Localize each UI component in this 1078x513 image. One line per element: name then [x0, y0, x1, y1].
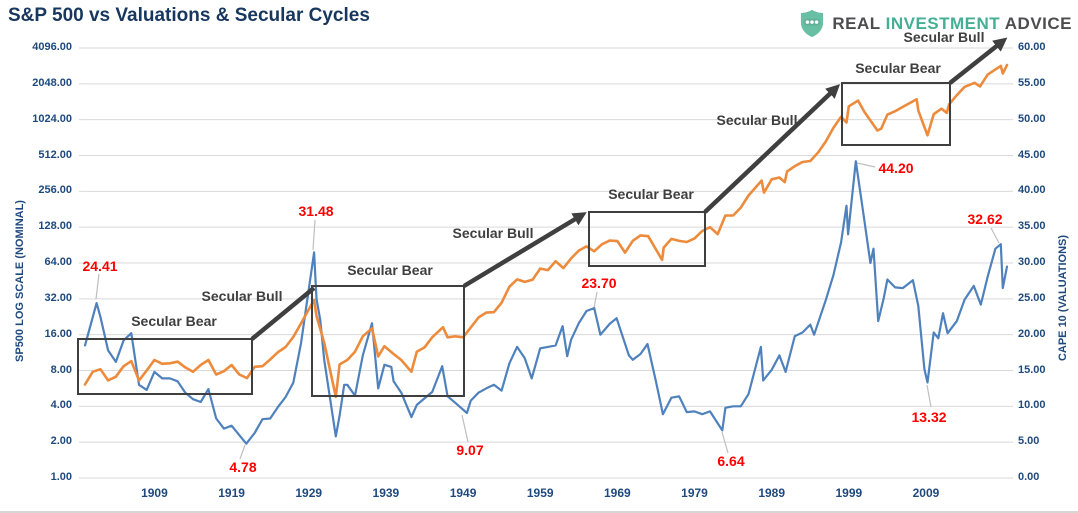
y-right-tick-label: 5.00: [1018, 435, 1040, 448]
y-right-tick-label: 30.00: [1018, 256, 1046, 268]
secular-bear-label: Secular Bear: [347, 262, 433, 278]
y-left-tick-label: 64.00: [44, 256, 72, 268]
y-left-tick-label: 16.00: [44, 327, 72, 340]
y-right-tick-label: 25.00: [1018, 291, 1046, 304]
y-right-tick-label: 20.00: [1018, 327, 1046, 340]
x-tick-label: 2009: [912, 486, 940, 500]
y-left-tick-label: 2.00: [50, 435, 72, 448]
y-right-tick-label: 60.00: [1018, 41, 1046, 53]
y-right-tick-label: 40.00: [1018, 184, 1046, 197]
x-tick-label: 1999: [835, 486, 863, 500]
y-left-tick-label: 32.00: [44, 291, 72, 304]
chart-title: S&P 500 vs Valuations & Secular Cycles: [8, 5, 370, 26]
right-axis-title: CAPE 10 (VALUATIONS): [1057, 234, 1069, 362]
y-left-tick-label: 4.00: [50, 399, 72, 412]
y-right-tick-label: 35.00: [1018, 220, 1046, 233]
x-tick-label: 1929: [295, 486, 323, 500]
y-left-tick-label: 2048.00: [32, 76, 72, 89]
series-sp500-line: [83, 63, 1009, 399]
y-right-tick-label: 55.00: [1018, 76, 1046, 89]
secular-bear-label: Secular Bear: [131, 313, 217, 329]
secular-bear-label: Secular Bear: [855, 60, 941, 76]
y-left-tick-label: 4096.00: [32, 41, 72, 53]
secular-bull-label: Secular Bull: [201, 288, 283, 304]
value-callout: 32.62: [967, 211, 1003, 227]
x-tick-label: 1969: [604, 486, 631, 500]
y-right-tick-label: 10.00: [1018, 399, 1046, 412]
x-tick-label: 1989: [758, 486, 786, 500]
secular-bull-label: Secular Bull: [452, 225, 534, 241]
value-callout: 44.20: [878, 160, 914, 176]
y-left-tick-label: 1.00: [50, 471, 72, 483]
value-callout: 31.48: [298, 203, 334, 219]
y-left-tick-label: 256.00: [38, 184, 72, 197]
brand-name: REAL INVESTMENT ADVICE: [832, 14, 1072, 34]
x-tick-label: 1979: [681, 486, 708, 500]
y-right-tick-label: 50.00: [1018, 112, 1046, 125]
y-left-tick-label: 128.00: [38, 220, 72, 233]
x-tick-label: 1939: [372, 486, 400, 500]
x-tick-label: 1959: [526, 486, 554, 500]
y-left-tick-label: 1024.00: [32, 112, 72, 125]
secular-bull-label: Secular Bull: [716, 112, 798, 128]
value-callout: 13.32: [911, 409, 947, 425]
shield-icon: [801, 9, 824, 38]
y-left-tick-label: 8.00: [50, 363, 72, 376]
series-cape10-line: [83, 160, 1009, 445]
y-right-tick-label: 15.00: [1018, 363, 1046, 376]
value-callout: 4.78: [229, 459, 257, 475]
secular-bear-label: Secular Bear: [608, 186, 694, 202]
value-callout: 9.07: [456, 442, 484, 458]
y-left-tick-label: 512.00: [38, 148, 72, 161]
value-callout: 24.41: [82, 258, 118, 274]
value-callout: 23.70: [581, 275, 617, 291]
x-tick-label: 1909: [141, 486, 168, 500]
value-callout: 6.64: [717, 453, 745, 469]
brand-word-investment: INVESTMENT: [885, 13, 1001, 33]
secular-bull-label: Secular Bull: [903, 29, 985, 45]
x-tick-label: 1949: [449, 486, 477, 500]
x-tick-label: 1919: [218, 486, 245, 500]
y-right-tick-label: 0.00: [1018, 471, 1040, 483]
brand-logo: REAL INVESTMENT ADVICE: [799, 9, 1072, 38]
brand-word-advice: ADVICE: [1004, 13, 1072, 33]
brand-word-real: REAL: [832, 13, 881, 33]
y-right-tick-label: 45.00: [1018, 148, 1046, 161]
